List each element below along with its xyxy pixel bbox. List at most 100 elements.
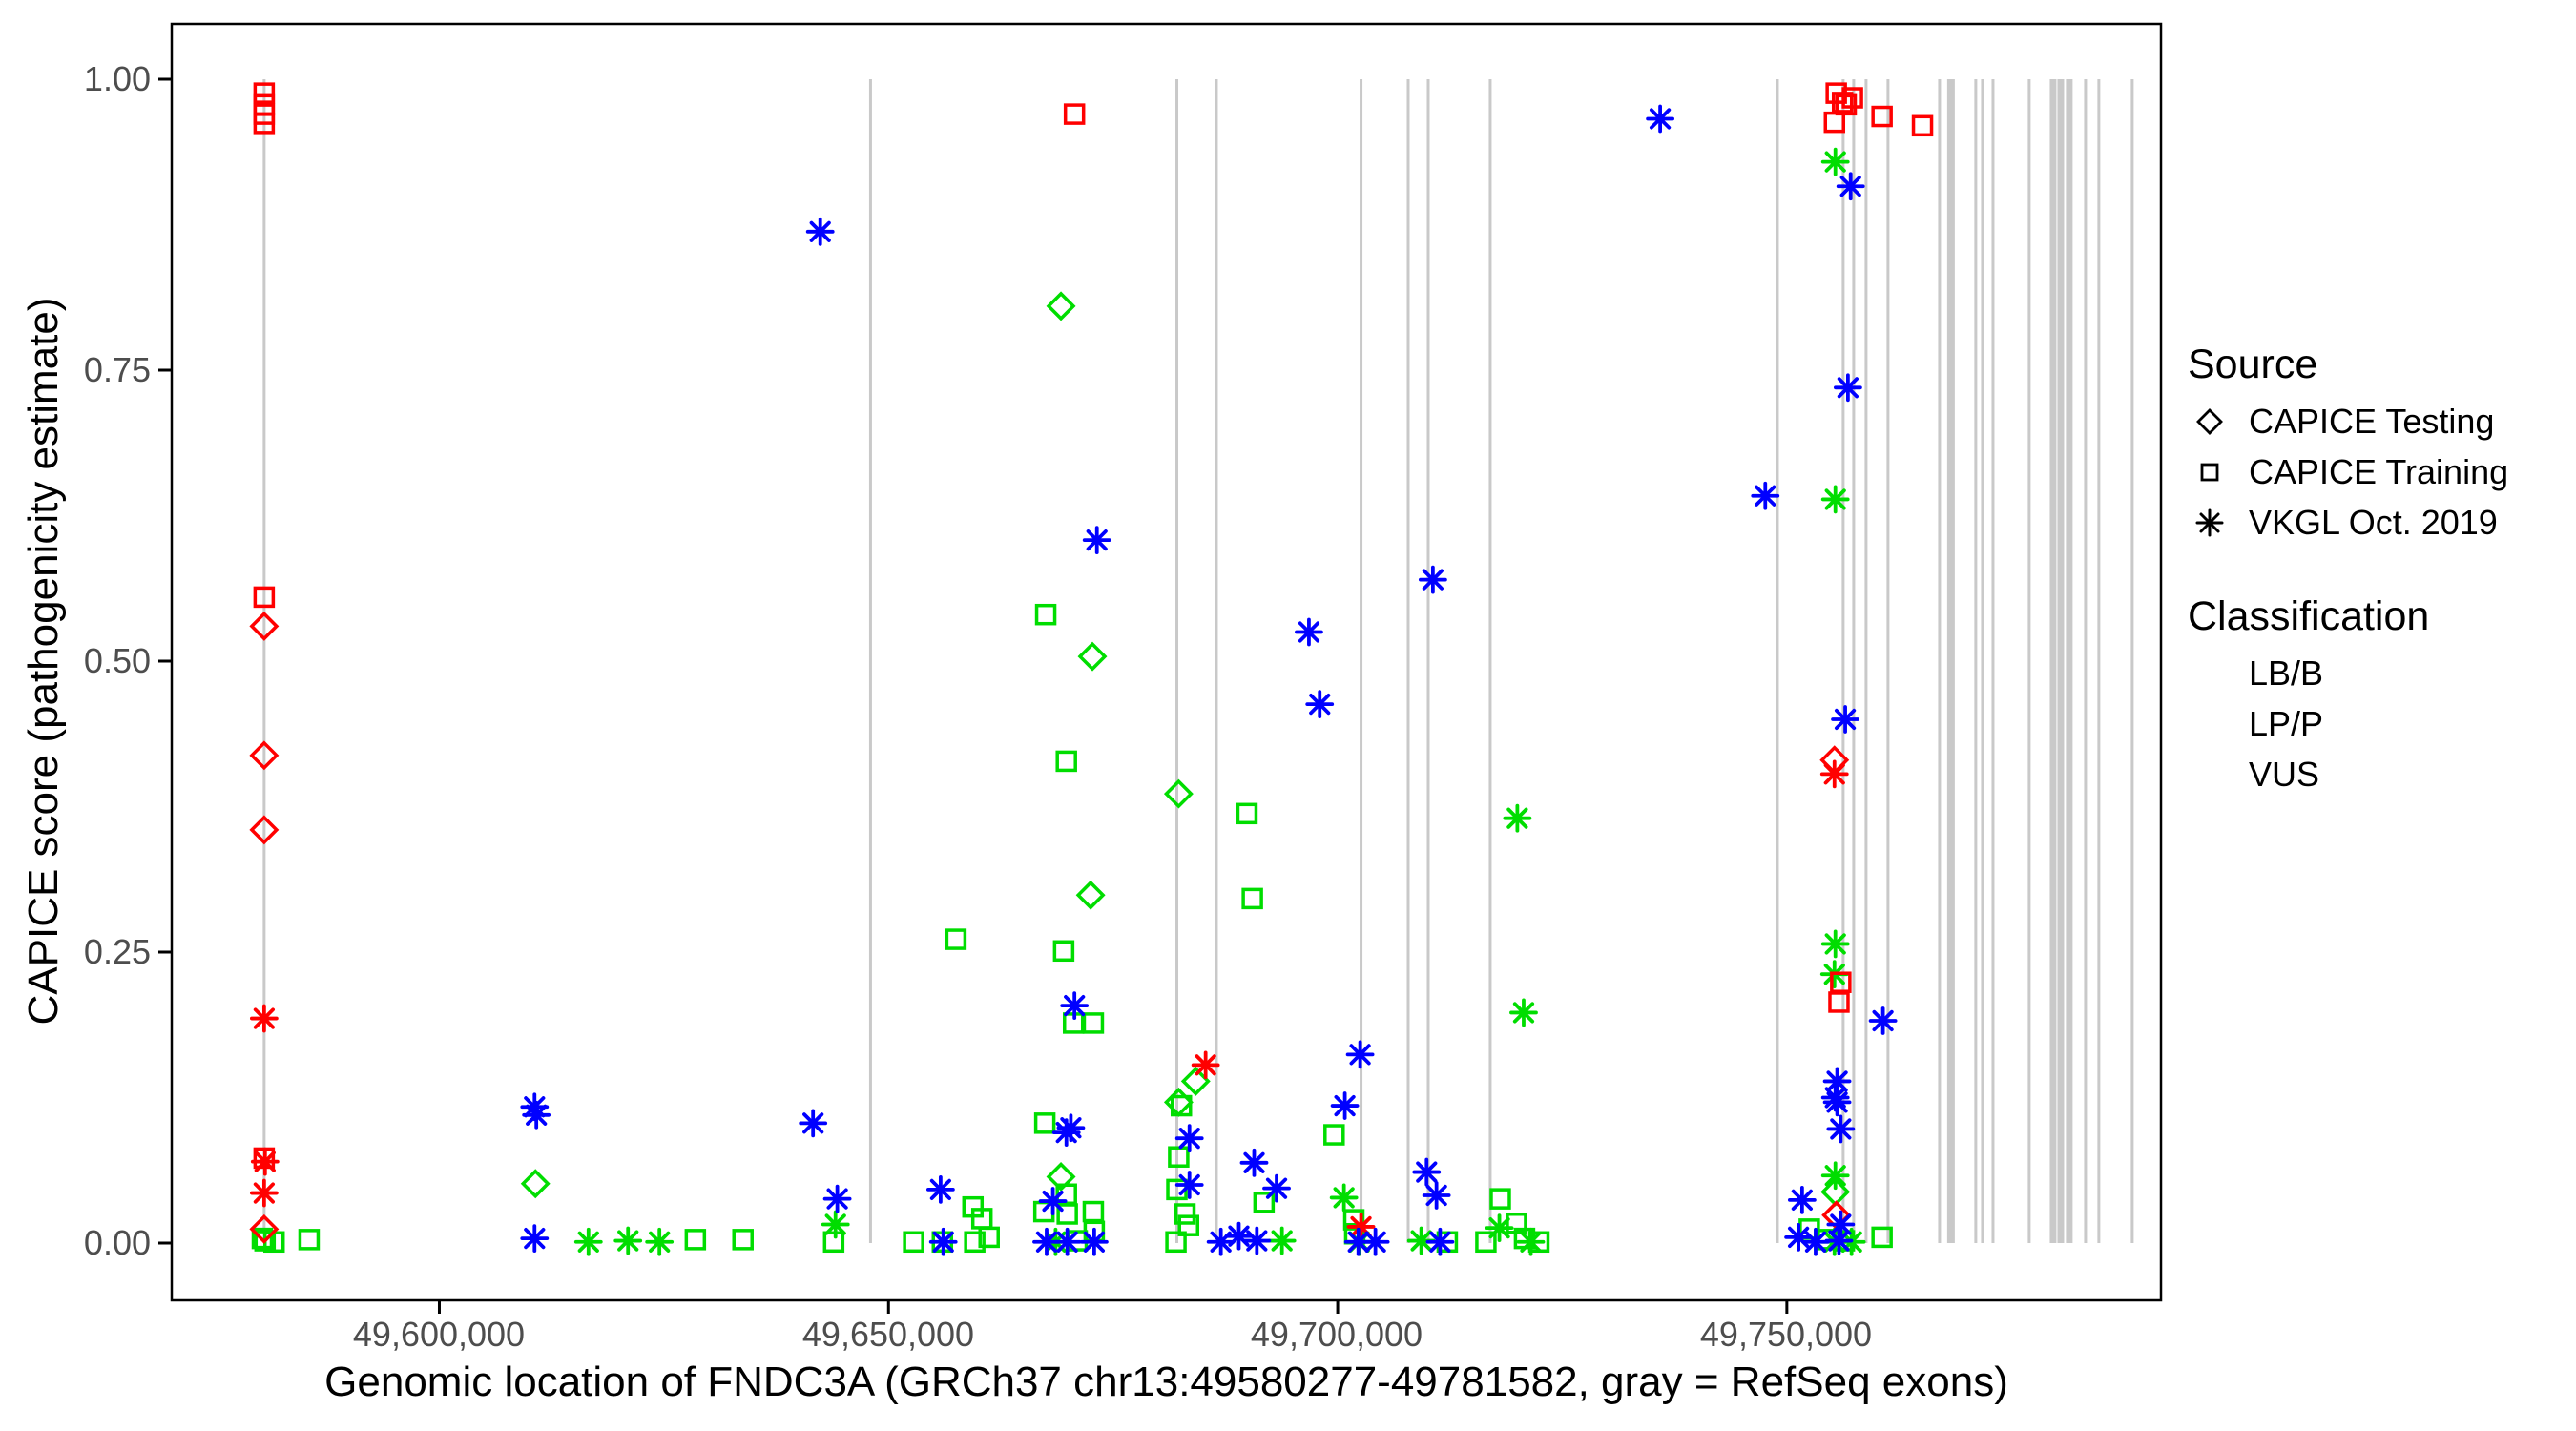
data-point-asterisk xyxy=(1267,1226,1297,1255)
data-point-square xyxy=(1489,1188,1511,1210)
data-point-square xyxy=(1835,93,1858,116)
data-point-square xyxy=(251,1227,274,1250)
x-tick-label: 49,750,000 xyxy=(1699,1315,1873,1354)
x-axis-title: Genomic location of FNDC3A (GRCh37 chr13… xyxy=(324,1358,2008,1405)
data-point-asterisk xyxy=(925,1174,955,1204)
data-point-square xyxy=(1475,1231,1497,1254)
data-point-asterisk xyxy=(250,1147,280,1176)
data-point-square xyxy=(1034,603,1057,626)
data-point-asterisk xyxy=(1052,1227,1082,1256)
data-point-asterisk xyxy=(1060,991,1090,1021)
data-point-square xyxy=(1871,105,1893,128)
data-point-asterisk xyxy=(1305,690,1335,719)
data-point-asterisk xyxy=(1038,1187,1068,1215)
data-point-asterisk xyxy=(1330,1091,1360,1120)
plot-panel xyxy=(170,22,2163,1302)
data-point-square xyxy=(1177,1214,1200,1236)
data-point-diamond xyxy=(249,740,280,771)
data-point-asterisk xyxy=(1503,803,1532,833)
data-point-asterisk xyxy=(1343,1227,1373,1256)
y-tick-label: 0.75 xyxy=(83,350,151,389)
data-point-asterisk xyxy=(249,1178,279,1208)
data-point-square xyxy=(684,1229,707,1251)
data-point-asterisk xyxy=(805,217,835,246)
y-tick-label: 0.50 xyxy=(83,641,151,680)
data-point-asterisk xyxy=(1412,1157,1442,1187)
legend-item-label: VUS xyxy=(2249,754,2320,794)
data-point-asterisk xyxy=(1295,617,1323,647)
data-point-square xyxy=(1828,991,1850,1013)
y-tick-label: 0.25 xyxy=(83,932,151,971)
data-point-asterisk xyxy=(1836,172,1865,201)
data-point-square xyxy=(1911,114,1934,137)
data-point-square xyxy=(964,1231,986,1254)
legend-classification: Classification LB/B LP/P VUS xyxy=(2188,593,2569,799)
y-tick-label: 1.00 xyxy=(83,59,151,98)
data-point-diamond xyxy=(249,815,280,845)
data-point-asterisk xyxy=(1239,1148,1269,1177)
data-point-asterisk xyxy=(1819,759,1849,789)
legend-source: Source CAPICE Testing CAPICE Training VK… xyxy=(2188,342,2569,548)
y-axis-title: CAPICE score (pathogenicity estimate) xyxy=(20,297,67,1026)
asterisk-icon xyxy=(2195,508,2224,536)
data-point-asterisk xyxy=(1787,1185,1817,1214)
data-point-asterisk xyxy=(1051,1118,1081,1147)
data-point-asterisk xyxy=(1646,104,1674,134)
legend-item-label: LB/B xyxy=(2249,653,2324,693)
data-point-square xyxy=(1168,1146,1190,1168)
data-point-diamond xyxy=(1077,641,1108,672)
data-point-asterisk xyxy=(1826,1114,1856,1144)
x-tick-label: 49,600,000 xyxy=(352,1315,526,1354)
data-point-asterisk xyxy=(1784,1223,1813,1252)
data-point-square xyxy=(298,1229,321,1251)
data-point-asterisk xyxy=(573,1227,603,1256)
data-point-asterisk xyxy=(1831,705,1859,734)
legend-item-vkgl: VKGL Oct. 2019 xyxy=(2188,497,2569,548)
legend-item-vus: VUS xyxy=(2188,749,2569,799)
data-point-asterisk xyxy=(1422,1181,1451,1210)
data-point-asterisk xyxy=(1242,1226,1272,1255)
data-point-square xyxy=(1241,887,1263,910)
data-point-asterisk xyxy=(799,1109,828,1138)
data-point-asterisk xyxy=(1329,1183,1359,1213)
data-point-square xyxy=(1033,1112,1056,1134)
data-point-square xyxy=(945,928,967,950)
data-point-square xyxy=(253,82,276,104)
data-point-square xyxy=(1165,1231,1187,1254)
data-point-asterisk xyxy=(645,1227,675,1256)
data-point-square xyxy=(822,1231,845,1254)
data-point-asterisk xyxy=(613,1226,643,1255)
data-point-asterisk xyxy=(1833,373,1862,403)
data-point-square xyxy=(1082,1012,1105,1034)
data-point-asterisk xyxy=(1345,1040,1375,1069)
data-point-square xyxy=(253,113,276,135)
data-point-square xyxy=(1342,1209,1365,1231)
data-point-asterisk xyxy=(522,1100,551,1130)
data-point-square xyxy=(253,586,276,609)
data-point-square xyxy=(1052,940,1075,963)
data-point-asterisk xyxy=(1868,1006,1898,1035)
data-point-asterisk xyxy=(1820,485,1850,514)
data-point-asterisk xyxy=(1509,998,1538,1027)
legend-item-label: LP/P xyxy=(2249,703,2324,743)
data-point-square xyxy=(978,1226,1000,1249)
data-point-square xyxy=(1236,802,1258,825)
data-point-square xyxy=(1056,1203,1078,1225)
data-point-asterisk xyxy=(1361,1227,1390,1256)
data-point-asterisk xyxy=(1262,1173,1291,1203)
square-icon xyxy=(2200,463,2219,481)
diamond-icon xyxy=(2196,407,2223,435)
y-tick-label: 0.00 xyxy=(83,1223,151,1262)
data-point-asterisk xyxy=(1082,526,1111,555)
data-point-square xyxy=(1170,1094,1193,1117)
data-point-asterisk xyxy=(1820,147,1850,176)
data-point-diamond xyxy=(249,1213,280,1244)
data-point-diamond xyxy=(1163,778,1194,809)
data-point-asterisk xyxy=(1820,929,1850,959)
data-point-square xyxy=(1323,1124,1345,1146)
legend-item-lbb: LB/B xyxy=(2188,648,2569,698)
legend-item-label: VKGL Oct. 2019 xyxy=(2249,502,2498,542)
data-point-asterisk xyxy=(1079,1227,1109,1256)
